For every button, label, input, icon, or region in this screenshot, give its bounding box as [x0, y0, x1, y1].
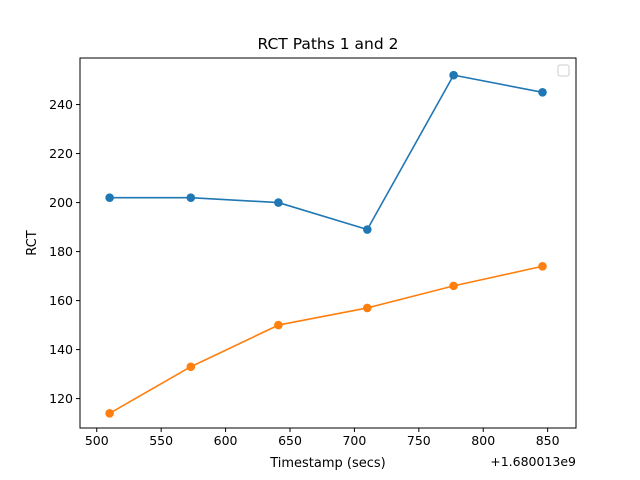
series-2-point: [449, 281, 458, 291]
y-axis-label: RCT: [25, 230, 40, 255]
series-1-point: [538, 88, 547, 97]
x-tick-label: 550: [149, 433, 173, 448]
x-axis-label: Timestamp (secs): [269, 456, 386, 471]
series-1: [105, 70, 547, 234]
y-tick-label: 160: [49, 293, 73, 308]
series-2-point: [362, 303, 372, 313]
series-1-point: [186, 193, 196, 202]
y-axis: 120 140 160 180 200 220 240: [49, 97, 80, 406]
series-2-point: [186, 362, 196, 372]
x-axis-offset-label: +1.680013e9: [490, 454, 576, 469]
series-2: [105, 261, 547, 418]
y-tick-label: 180: [49, 244, 73, 259]
y-tick-label: 140: [49, 342, 73, 357]
series-1-point: [274, 198, 283, 207]
chart-title: RCT Paths 1 and 2: [257, 35, 398, 53]
y-tick-label: 200: [49, 195, 73, 210]
x-tick-label: 750: [407, 433, 431, 448]
axes-frame: [79, 57, 577, 429]
series-2-point: [105, 408, 114, 418]
x-tick-label: 650: [278, 433, 302, 448]
legend-box: [557, 64, 570, 77]
series-1-point: [362, 225, 372, 234]
series-2-line: [109, 265, 543, 414]
x-tick-label: 700: [342, 433, 366, 448]
y-tick-label: 220: [49, 146, 73, 161]
series-1-point: [449, 70, 458, 80]
x-axis: 500 550 600 650 700 750 800 850: [85, 428, 560, 448]
x-tick-label: 850: [536, 433, 560, 448]
series-2-point: [538, 261, 547, 271]
y-tick-label: 120: [49, 391, 73, 406]
y-tick-label: 240: [49, 97, 73, 112]
x-tick-label: 800: [471, 433, 495, 448]
series-2-point: [274, 320, 283, 330]
plot-area: [105, 70, 547, 418]
series-1-line: [109, 74, 543, 231]
series-1-point: [105, 193, 114, 202]
x-tick-label: 600: [214, 433, 238, 448]
x-tick-label: 500: [85, 433, 109, 448]
